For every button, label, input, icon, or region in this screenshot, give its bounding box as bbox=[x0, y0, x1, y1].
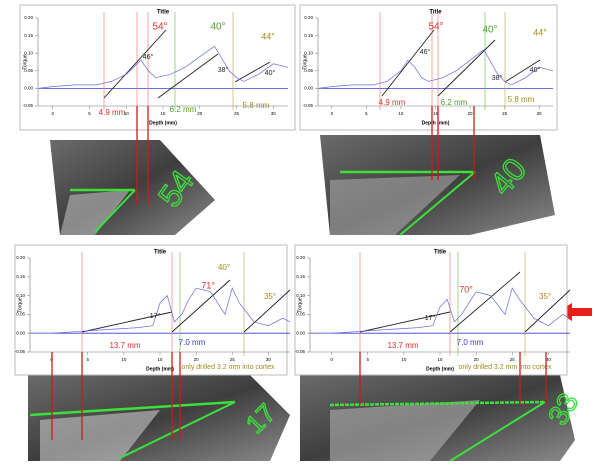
photo bbox=[300, 375, 575, 461]
x-axis-label: Depth (mm) bbox=[422, 120, 450, 126]
x-tick-label: 15 bbox=[437, 357, 443, 362]
chart-title: Title bbox=[434, 250, 447, 256]
y-tick-label: 0.00 bbox=[296, 330, 305, 335]
y-tick-label: 0.10 bbox=[304, 50, 313, 55]
y-tick-label: 0.00 bbox=[24, 86, 33, 91]
y-tick-label: 0.00 bbox=[16, 330, 25, 335]
chart: Title Torque Depth (mm) 0.20 0.15 0.10 0.05 0.0… bbox=[15, 245, 290, 375]
x-tick-label: 30 bbox=[546, 357, 552, 362]
annotation: 13.7 mm bbox=[109, 341, 140, 350]
annotation: 40° bbox=[218, 263, 230, 272]
y-tick-label: -0.05 bbox=[303, 103, 314, 108]
annotation: only drilled 3.2 mm into cortex bbox=[459, 364, 552, 371]
y-axis-label: Torque bbox=[17, 297, 23, 313]
x-tick-label: 15 bbox=[157, 357, 163, 362]
annotation: 46° bbox=[420, 48, 431, 56]
x-tick-label: 25 bbox=[230, 357, 236, 362]
y-tick-label: 0.10 bbox=[24, 50, 33, 55]
x-tick-label: 20 bbox=[194, 357, 200, 362]
y-tick-label: 0.15 bbox=[24, 33, 33, 38]
annotation: 54° bbox=[428, 22, 443, 33]
figure: Title Torque Depth (mm) 0.20 0.15 0.10 0.05 0.0… bbox=[0, 0, 595, 461]
x-tick-label: 20 bbox=[197, 111, 203, 116]
annotation: 17° bbox=[425, 314, 436, 322]
x-tick-label: 20 bbox=[468, 111, 474, 116]
annotation: 5.8 mm bbox=[508, 95, 535, 104]
annotation: 7.0 mm bbox=[179, 338, 206, 347]
y-tick-label: 0.15 bbox=[296, 274, 305, 279]
annotation: 4.9 mm bbox=[99, 108, 126, 117]
annotation: 40° bbox=[210, 22, 225, 33]
annotation: 6.2 mm bbox=[170, 105, 197, 114]
annotation: 38° bbox=[492, 74, 503, 82]
annotation: 54° bbox=[152, 22, 167, 33]
annotation: 4.9 mm bbox=[379, 98, 406, 107]
x-tick-label: 10 bbox=[121, 357, 127, 362]
y-axis-label: Torque bbox=[297, 297, 303, 313]
y-tick-label: 0.00 bbox=[304, 86, 313, 91]
y-tick-label: 0.05 bbox=[24, 68, 33, 73]
chart-frame bbox=[295, 245, 567, 375]
x-tick-label: 15 bbox=[160, 111, 166, 116]
chart-title: Title bbox=[154, 250, 167, 256]
annotation: 70° bbox=[459, 284, 473, 294]
y-tick-label: 0.15 bbox=[16, 274, 25, 279]
annotation: only drilled 3.2 mm into cortex bbox=[182, 364, 275, 371]
y-tick-label: 0.10 bbox=[296, 293, 305, 298]
y-tick-label: 0.20 bbox=[296, 255, 305, 260]
annotation: 44° bbox=[533, 27, 547, 37]
y-tick-label: 0.20 bbox=[24, 15, 33, 20]
x-tick-label: 20 bbox=[474, 357, 480, 362]
x-tick-label: 30 bbox=[266, 357, 272, 362]
annotation: 17° bbox=[150, 312, 161, 320]
x-axis-label: Depth (mm) bbox=[426, 366, 454, 372]
annotation: 44° bbox=[261, 31, 275, 41]
y-tick-label: -0.05 bbox=[295, 349, 306, 354]
annotation: 13.7 mm bbox=[387, 341, 418, 350]
annotation: 40° bbox=[530, 66, 541, 74]
y-tick-label: 0.15 bbox=[304, 33, 313, 38]
y-tick-label: -0.05 bbox=[23, 103, 34, 108]
x-tick-label: 25 bbox=[234, 111, 240, 116]
annotation: 6.2 mm bbox=[441, 98, 468, 107]
y-tick-label: 0.20 bbox=[16, 255, 25, 260]
x-tick-label: 10 bbox=[401, 357, 407, 362]
y-tick-label: 0.05 bbox=[16, 312, 25, 317]
y-tick-label: 0.20 bbox=[304, 15, 313, 20]
annotation: 46° bbox=[143, 53, 154, 61]
annotation: 5.8 mm bbox=[243, 101, 270, 110]
chart-title: Title bbox=[429, 10, 442, 16]
annotation: 35° bbox=[539, 292, 551, 301]
annotation: 40° bbox=[265, 69, 276, 77]
x-tick-label: 10 bbox=[398, 111, 404, 116]
x-tick-label: 30 bbox=[271, 111, 277, 116]
y-tick-label: 0.10 bbox=[16, 293, 25, 298]
x-axis-label: Depth (mm) bbox=[149, 120, 177, 126]
annotation: 38° bbox=[218, 66, 229, 74]
x-axis-label: Depth (mm) bbox=[146, 366, 174, 372]
x-tick-label: 25 bbox=[502, 111, 508, 116]
annotation: 7.0 mm bbox=[457, 338, 484, 347]
x-tick-label: 25 bbox=[510, 357, 516, 362]
chart: Title Torque Depth (mm) 0.20 0.15 0.10 0.05 0.0… bbox=[295, 245, 570, 375]
y-tick-label: 0.05 bbox=[304, 68, 313, 73]
y-tick-label: -0.05 bbox=[15, 349, 26, 354]
annotation: 40° bbox=[482, 25, 497, 36]
chart-title: Title bbox=[157, 10, 170, 16]
annotation: 35° bbox=[264, 292, 276, 301]
x-tick-label: 30 bbox=[537, 111, 543, 116]
annotation: 71° bbox=[201, 280, 215, 290]
chart-frame bbox=[15, 245, 287, 375]
y-tick-label: 0.05 bbox=[296, 312, 305, 317]
